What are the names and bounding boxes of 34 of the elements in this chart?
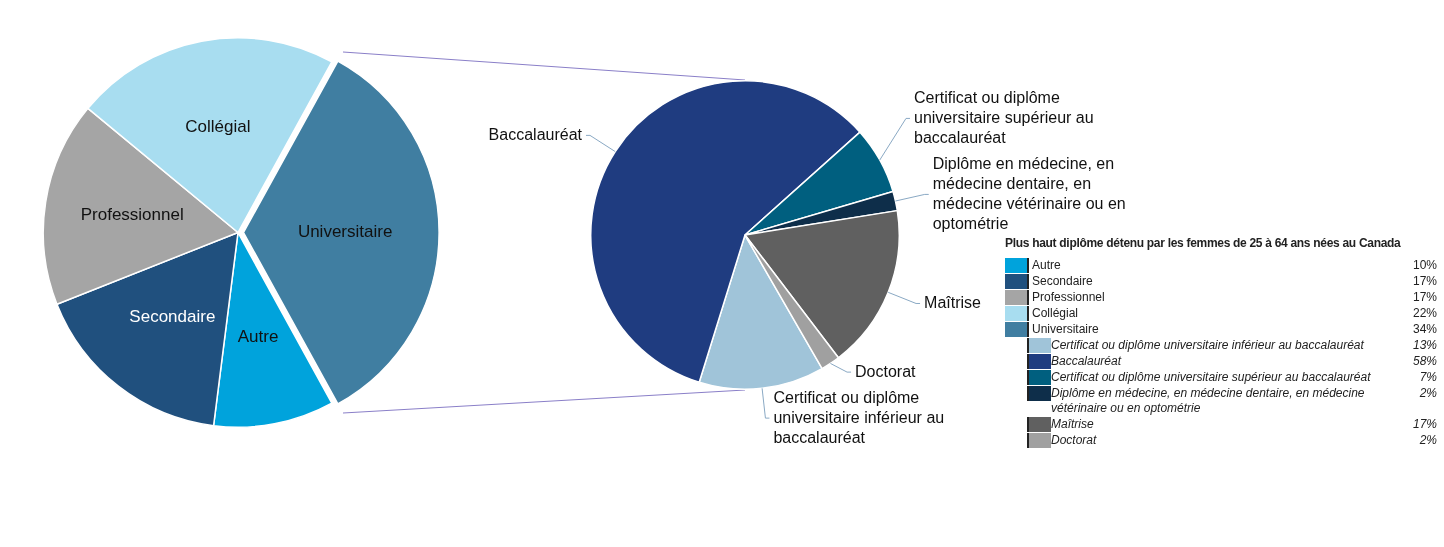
data-label: 10%	[1411, 258, 1437, 273]
data-label: 17%	[1411, 274, 1437, 289]
data-label: 34%	[1411, 322, 1437, 337]
slice-label: Diplôme en médecine, en médecine dentaire, en médecine vétérinaire ou en optométrie	[932, 154, 1126, 232]
legend-label: Maîtrise	[1051, 417, 1095, 432]
legend-label: Professionnel	[1027, 290, 1377, 305]
legend-label: Certificat ou diplôme universitaire supérieur au baccalauréat	[1051, 370, 1372, 385]
slice-label: Secondaire	[129, 306, 216, 326]
slice-label: Doctorat	[855, 362, 917, 380]
slice-label: Certificat ou diplôme universitaire inférieur au baccalauréat	[773, 388, 945, 446]
slice-label: Maîtrise	[924, 293, 982, 311]
slice-label: Autre	[237, 327, 279, 347]
legend-label: Certificat ou diplôme universitaire inférieur au baccalauréat	[1051, 338, 1365, 353]
slice-label: Professionnel	[80, 205, 184, 225]
data-label: 2%	[1418, 433, 1437, 448]
legend-label: Diplôme en médecine, en médecine dentaire, en médecine vétérinaire ou en optométrie	[1051, 386, 1366, 416]
slice-label: Universitaire	[297, 222, 393, 242]
data-label: 13%	[1411, 338, 1437, 353]
data-label: 58%	[1411, 354, 1437, 369]
legend-label: Doctorat	[1051, 433, 1098, 448]
legend-label: Universitaire	[1027, 322, 1377, 337]
data-label: 7%	[1418, 370, 1437, 385]
slice-label: Baccalauréat	[488, 125, 583, 143]
slice-label: Certificat ou diplôme universitaire supérieur au baccalauréat	[914, 88, 1094, 146]
legend-label: Collégial	[1027, 306, 1377, 321]
data-label: 17%	[1411, 417, 1437, 432]
text: Plus haut diplôme détenu par les femmes de 25 à 64 ans nées au Canada	[1005, 236, 1402, 250]
data-label: 17%	[1411, 290, 1437, 305]
data-label: 22%	[1411, 306, 1437, 321]
data-label: 2%	[1418, 386, 1437, 401]
legend-label: Secondaire	[1027, 274, 1377, 289]
slice-label: Collégial	[185, 116, 251, 136]
legend-label: Baccalauréat	[1051, 354, 1123, 369]
legend-label: Autre	[1027, 258, 1377, 273]
